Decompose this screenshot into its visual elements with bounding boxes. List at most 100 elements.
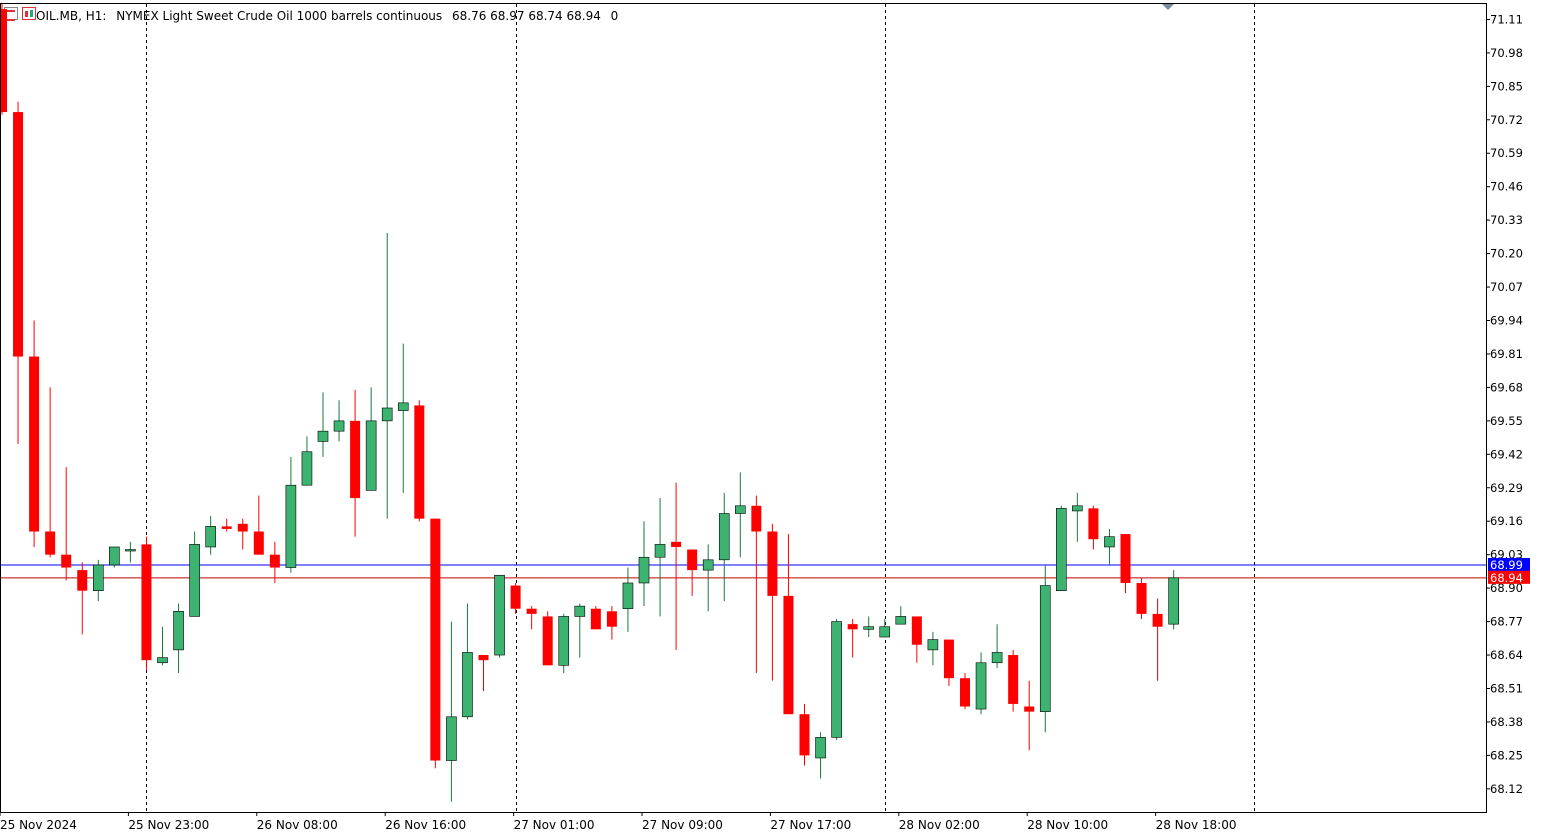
- candle-body: [975, 662, 987, 710]
- candle: [783, 534, 794, 715]
- candle-body: [125, 549, 136, 552]
- candle: [253, 495, 264, 555]
- candle-body: [494, 574, 505, 656]
- candle-body: [574, 605, 586, 617]
- candle: [61, 467, 72, 581]
- bid-price-label-text: 68.99: [1490, 558, 1523, 572]
- y-tick-label: 69.55: [1490, 414, 1523, 428]
- candle: [157, 626, 168, 666]
- y-tick-label: 70.72: [1490, 113, 1523, 127]
- candle-body: [462, 652, 473, 718]
- y-tick-label: 68.77: [1490, 615, 1523, 629]
- candle-body: [13, 112, 24, 357]
- y-tick-label: 68.90: [1490, 581, 1523, 595]
- candle: [943, 639, 954, 686]
- candle: [671, 482, 682, 650]
- candle-body: [815, 737, 826, 759]
- candle: [1104, 528, 1115, 565]
- candle-body: [365, 420, 377, 491]
- header-icons: [4, 7, 36, 21]
- candle-body: [61, 554, 72, 568]
- candle-body: [767, 531, 778, 596]
- volume-value: 0: [610, 9, 619, 23]
- candle: [1120, 534, 1131, 594]
- candle-body: [109, 546, 120, 566]
- y-tick-label: 69.16: [1490, 514, 1523, 528]
- bid-price-label-bg: [1488, 557, 1530, 571]
- shift-marker-icon[interactable]: [1162, 4, 1174, 10]
- candle: [1152, 598, 1163, 681]
- candle: [13, 101, 24, 445]
- candle-body: [1072, 505, 1083, 512]
- candle-body: [526, 608, 537, 614]
- candle: [381, 233, 393, 519]
- x-tick-label: 25 Nov 2024: [0, 818, 77, 832]
- candle-body: [879, 626, 891, 638]
- separator-lines: [146, 4, 1255, 812]
- candle: [960, 673, 970, 710]
- candle-body: [0, 9, 7, 113]
- y-tick-label: 68.64: [1490, 648, 1523, 662]
- x-tick-label: 26 Nov 08:00: [257, 818, 338, 832]
- x-tick-label: 28 Nov 02:00: [899, 818, 980, 832]
- y-tick-label: 69.29: [1490, 481, 1523, 495]
- candle: [799, 703, 810, 766]
- y-tick-label: 69.68: [1490, 380, 1523, 394]
- candle: [0, 4, 7, 115]
- x-tick-label: 27 Nov 09:00: [642, 818, 723, 832]
- candle: [478, 655, 489, 692]
- y-tick-label: 68.25: [1490, 748, 1523, 762]
- candle-body: [350, 420, 361, 499]
- candle: [237, 518, 248, 550]
- candle: [125, 541, 136, 563]
- candle-body: [397, 402, 409, 411]
- candlestick-chart-icon[interactable]: [22, 7, 36, 20]
- candle: [317, 392, 329, 457]
- candle-body: [558, 616, 570, 666]
- candle-body: [430, 518, 441, 761]
- y-tick-label: 70.20: [1490, 247, 1523, 261]
- candle-body: [93, 564, 104, 592]
- y-tick-label: 69.42: [1490, 447, 1523, 461]
- candle-body: [718, 513, 730, 561]
- ohlc-values: 68.76 68.97 68.74 68.94: [451, 9, 601, 23]
- y-tick-label: 70.07: [1490, 280, 1523, 294]
- candle-body: [960, 678, 970, 707]
- candle: [879, 619, 891, 638]
- candle: [702, 544, 714, 612]
- candle-body: [1008, 655, 1019, 704]
- candle: [414, 400, 425, 522]
- y-tick-label: 70.98: [1490, 46, 1523, 60]
- candle-body: [654, 544, 666, 558]
- candle: [45, 387, 56, 558]
- candle-body: [751, 505, 762, 532]
- symbol-label: OIL.MB, H1:: [36, 9, 107, 23]
- plot-frame: [0, 3, 1487, 813]
- candle: [975, 652, 987, 715]
- candle: [1056, 505, 1067, 592]
- candle-body: [446, 716, 457, 761]
- candle-body: [590, 608, 601, 630]
- candle: [446, 621, 457, 802]
- y-tick-label: 68.12: [1490, 782, 1523, 796]
- candle: [1072, 492, 1083, 542]
- candle: [333, 400, 345, 442]
- candle-body: [734, 505, 746, 514]
- bid-price-label: 68.99: [1488, 557, 1530, 572]
- x-tick-label: 25 Nov 23:00: [128, 818, 209, 832]
- chart-list-icon[interactable]: [4, 7, 18, 21]
- candle: [1088, 505, 1099, 550]
- candle-body: [1104, 536, 1115, 548]
- y-tick-label: 70.85: [1490, 79, 1523, 93]
- candle: [622, 567, 634, 632]
- candle-body: [622, 582, 634, 610]
- x-tick-label: 27 Nov 01:00: [514, 818, 595, 832]
- candle: [831, 619, 842, 740]
- candle-body: [1152, 613, 1163, 627]
- ask-price-label: 68.94: [1488, 570, 1530, 585]
- candle: [397, 343, 409, 493]
- candle: [654, 498, 666, 617]
- candle: [430, 518, 441, 769]
- candle: [285, 456, 297, 573]
